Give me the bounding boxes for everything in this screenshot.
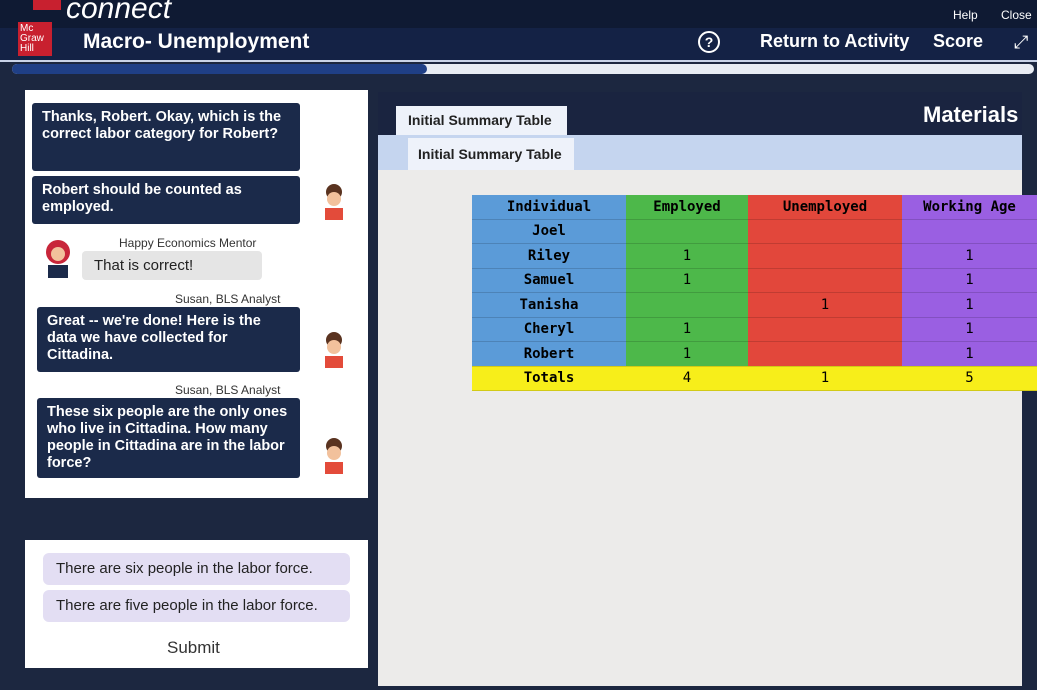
table-row: Samuel 1 1 [472,268,1037,293]
table-row: Robert 1 1 [472,341,1037,367]
column-header: Employed [626,195,748,220]
progress-track [12,64,1034,74]
table-row: Cheryl 1 1 [472,317,1037,342]
table-cell: 1 [902,243,1037,269]
table-cell: 1 [626,317,748,342]
table-cell: 1 [626,243,748,269]
help-link[interactable]: Help [953,8,978,22]
table-row: Tanisha 1 1 [472,292,1037,318]
table-cell: 4 [626,366,748,391]
table-row: Joel [472,219,1037,244]
table-cell: Samuel [472,268,626,293]
header-row: Individual Employed Unemployed Working Age [472,195,1037,220]
table-cell [902,219,1037,244]
brand: connect [66,0,172,25]
table-row: Riley 1 1 [472,243,1037,269]
table-cell: 1 [626,268,748,293]
table-cell: Robert [472,341,626,367]
message: That is correct! [82,251,262,280]
speaker-label: Happy Economics Mentor [119,236,257,250]
table-cell: 5 [902,366,1037,391]
table-cell: 1 [902,292,1037,318]
message: Robert should be counted as employed. [32,176,300,224]
submit-button[interactable]: Submit [167,638,220,657]
table-cell [748,219,902,244]
materials-title: Materials [923,102,1019,127]
publisher-logo: Mc Graw Hill [18,22,52,56]
summary-table: Individual Employed Unemployed Working Age J… [472,195,1037,391]
speaker-label: Susan, BLS Analyst [175,292,281,306]
table-cell: 1 [626,341,748,367]
table-cell: Cheryl [472,317,626,342]
return-button[interactable]: Return to Activity [760,31,910,51]
avatar [325,438,343,474]
table-cell: 1 [902,268,1037,293]
answer-panel: There are six people in the labor force.… [25,540,368,668]
chat-panel: Thanks, Robert. Okay, which is the corre… [25,90,368,498]
table-cell: 1 [902,341,1037,367]
column-header: Individual [472,195,626,220]
answer-option[interactable]: There are six people in the labor force. [43,553,350,585]
message: Thanks, Robert. Okay, which is the corre… [32,103,300,171]
top-bar: connect Help Close [0,0,1037,28]
message: These six people are the only ones who l… [37,398,300,478]
expand-icon[interactable]: ⤢ [1014,32,1029,52]
table-cell: 1 [748,292,902,318]
activity-title: Macro- Unemployment [83,30,310,53]
table-heading: Initial Summary Table [408,138,574,170]
avatar [325,184,343,220]
tab[interactable]: Initial Summary Table [396,106,567,135]
avatar [325,332,343,368]
table-cell [748,317,902,342]
table-cell [748,268,902,293]
message: Great -- we're done! Here is the data we… [37,307,300,372]
column-header: Unemployed [748,195,902,220]
close-link[interactable]: Close [1001,8,1032,22]
table-cell: Riley [472,243,626,269]
table-cell [748,341,902,367]
score-button[interactable]: Score [933,31,984,51]
table-cell: Totals [472,366,626,391]
avatar [46,240,70,278]
small-logo [33,0,61,10]
table-cell: Tanisha [472,292,626,318]
table-cell [748,243,902,269]
table-row: Totals 4 1 5 [472,366,1037,391]
table-cell [626,292,748,318]
help-icon[interactable]: ? [698,31,720,53]
progress-fill [12,64,427,74]
title-bar: Mc Graw Hill Macro- Unemployment ? Retur… [0,22,1037,62]
table-cell [626,219,748,244]
column-header: Working Age [902,195,1037,220]
table-cell: 1 [902,317,1037,342]
speaker-label: Susan, BLS Analyst [175,383,281,397]
table-cell: Joel [472,219,626,244]
answer-option[interactable]: There are five people in the labor force… [43,590,350,622]
table-cell: 1 [748,366,902,391]
